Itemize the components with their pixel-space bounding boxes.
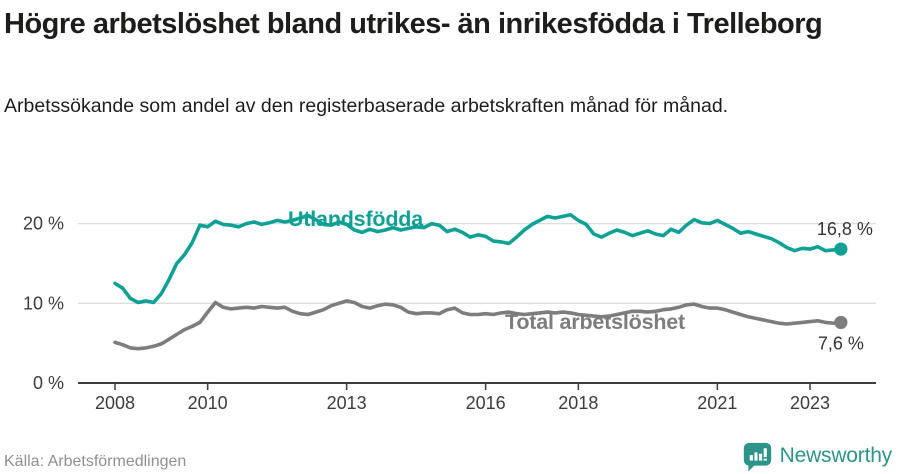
series-label-utlandsfodda: Utlandsfödda <box>288 207 424 231</box>
source-note: Källa: Arbetsförmedlingen <box>4 453 187 470</box>
end-value-label-utlandsfodda: 16,8 % <box>817 219 873 239</box>
chart-subtitle: Arbetssökande som andel av den registerb… <box>4 95 729 117</box>
brand-logo[interactable]: Newsworthy <box>742 440 892 472</box>
line-chart: 2008 2010 2013 2016 2018 2021 2023 0 % 10 % 20 % U… <box>23 207 876 413</box>
x-tick-label-2023: 2023 <box>790 393 830 413</box>
series-line-utlandsfodda <box>113 213 843 305</box>
x-tick-label-2016: 2016 <box>466 393 506 413</box>
y-tick-label-20: 20 % <box>23 214 64 234</box>
end-dot-total <box>834 315 848 330</box>
end-value-label-total: 7,6 % <box>818 333 864 353</box>
x-tick-label-2010: 2010 <box>188 393 228 413</box>
x-tick-label-2021: 2021 <box>697 393 737 413</box>
end-dot-utlandsfodda <box>834 242 848 256</box>
chart-title: Högre arbetslöshet bland utrikes- än inr… <box>4 8 823 40</box>
brand-name: Newsworthy <box>779 444 893 467</box>
newsworthy-icon <box>743 442 771 472</box>
x-tick-label-2013: 2013 <box>327 393 367 413</box>
series-label-total: Total arbetslöshet <box>505 310 685 334</box>
series-line-total <box>113 299 843 351</box>
x-tick-label-2018: 2018 <box>558 393 598 413</box>
y-tick-label-0: 0 % <box>33 373 64 393</box>
y-tick-label-10: 10 % <box>23 293 64 313</box>
x-tick-label-2008: 2008 <box>95 393 135 413</box>
bar-chart-glyph <box>749 447 767 461</box>
chart-area: 2008 2010 2013 2016 2018 2021 2023 0 % 10 % 20 % U… <box>0 190 900 430</box>
